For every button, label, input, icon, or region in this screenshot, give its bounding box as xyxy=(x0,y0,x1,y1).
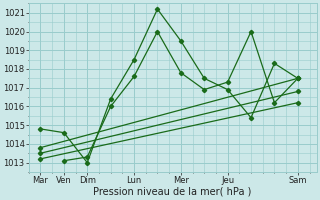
X-axis label: Pression niveau de la mer( hPa ): Pression niveau de la mer( hPa ) xyxy=(93,187,252,197)
